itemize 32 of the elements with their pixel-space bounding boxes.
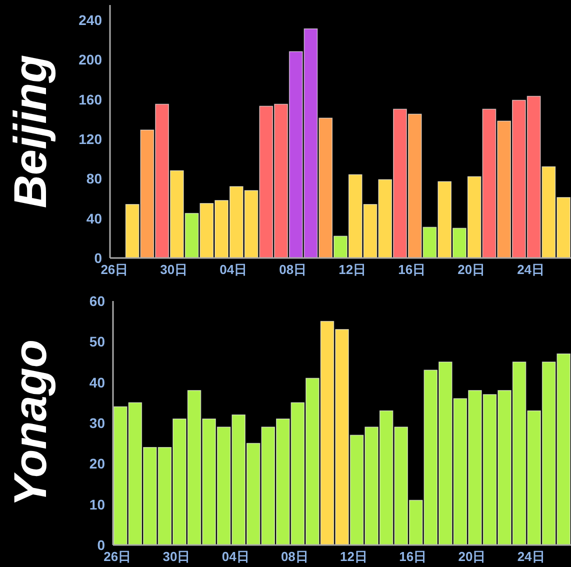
y-tick-label: 0 (94, 250, 102, 266)
x-tick-label: 24日 (517, 549, 545, 564)
x-tick-label: 30日 (162, 549, 190, 564)
y-tick-label: 160 (78, 91, 102, 108)
x-tick-label: 08日 (280, 549, 308, 564)
y-tick-label: 0 (97, 537, 106, 553)
y-axis-title: Yonago (4, 340, 56, 506)
y-tick-label: 120 (78, 130, 102, 147)
x-tick-label: 24日 (517, 262, 545, 277)
y-axis-title: Beijing (4, 54, 56, 208)
x-tick-label: 04日 (220, 262, 248, 277)
x-tick-label: 04日 (222, 549, 250, 564)
y-tick-label: 20 (89, 456, 106, 472)
x-tick-label: 20日 (458, 549, 486, 564)
x-tick-label: 16日 (398, 262, 426, 277)
x-tick-label: 08日 (279, 262, 307, 277)
y-tick-label: 80 (86, 170, 102, 187)
x-tick-label: 20日 (458, 262, 486, 277)
x-tick-label: 26日 (104, 549, 132, 564)
y-tick-label: 40 (86, 210, 102, 226)
y-tick-label: 10 (89, 496, 106, 512)
x-tick-label: 16日 (399, 549, 427, 564)
y-tick-label: 30 (89, 415, 106, 431)
x-tick-label: 12日 (340, 549, 368, 564)
y-tick-label: 60 (89, 293, 106, 309)
x-tick-label: 30日 (160, 262, 188, 277)
y-tick-label: 200 (78, 52, 102, 68)
x-tick-label: 26日 (100, 262, 128, 277)
y-tick-label: 40 (89, 374, 106, 390)
y-tick-label: 50 (89, 334, 106, 350)
x-tick-label: 12日 (338, 262, 366, 277)
y-tick-label: 240 (78, 12, 102, 28)
